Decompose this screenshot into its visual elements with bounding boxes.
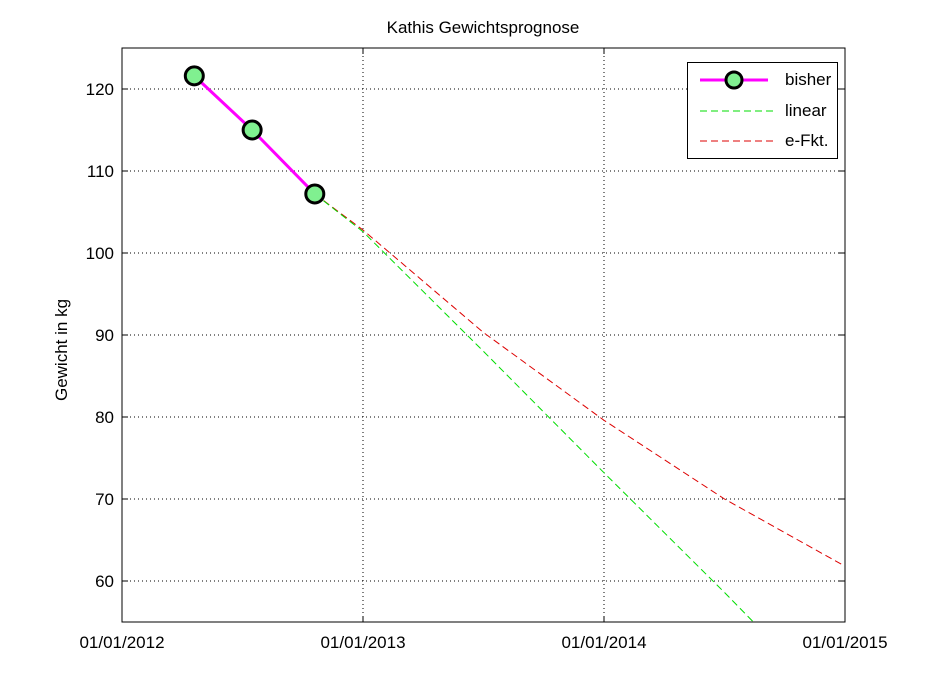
legend-item-bisher: bisher	[688, 67, 837, 93]
y-tick-label: 80	[95, 408, 114, 427]
efkt-dash-icon	[700, 140, 776, 142]
linear-series-line	[314, 193, 754, 622]
bisher-data-point	[304, 183, 326, 205]
legend: bisher linear e-Fkt.	[687, 62, 838, 159]
chart-title: Kathis Gewichtsprognose	[386, 18, 580, 37]
bisher-data-point	[183, 65, 205, 87]
legend-item-efkt: e-Fkt.	[688, 128, 837, 154]
legend-item-linear: linear	[688, 98, 837, 124]
y-tick-label: 120	[86, 80, 114, 99]
plot-frame	[121, 47, 846, 623]
y-tick-label: 100	[86, 244, 114, 263]
y-tick-label: 70	[95, 490, 114, 509]
x-tick-label: 01/01/2013	[320, 633, 405, 652]
x-tick-label: 01/01/2014	[561, 633, 646, 652]
y-tick-label: 110	[87, 162, 114, 181]
x-tick-label: 01/01/2012	[79, 633, 164, 652]
legend-label-linear: linear	[785, 101, 827, 120]
y-axis-label: Gewicht in kg	[52, 298, 71, 402]
bisher-line-marker-icon	[700, 70, 768, 90]
x-tick-label: 01/01/2015	[802, 633, 887, 652]
y-tick-label: 60	[95, 572, 114, 591]
legend-label-bisher: bisher	[785, 70, 832, 89]
bisher-data-point	[241, 119, 263, 141]
y-tick-label: 90	[95, 326, 114, 345]
legend-label-efkt: e-Fkt.	[785, 131, 829, 150]
efkt-series-line	[314, 193, 845, 567]
linear-dash-icon	[700, 110, 776, 112]
